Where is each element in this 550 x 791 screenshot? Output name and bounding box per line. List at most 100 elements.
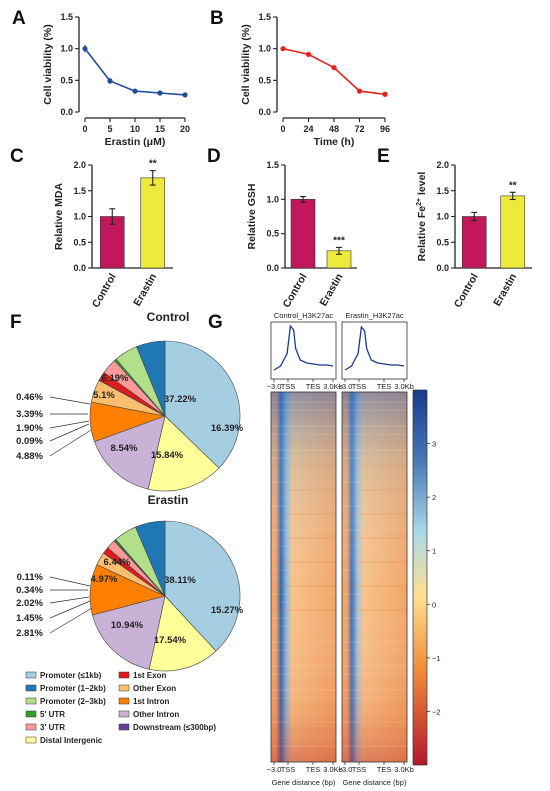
bar bbox=[290, 199, 316, 269]
leader-line bbox=[49, 596, 90, 604]
bar bbox=[99, 216, 125, 269]
leader-line bbox=[49, 423, 90, 442]
panel-b-line-chart: 0.0 0.5 1.0 1.5 0 24 48 72 96 Time (h) Cell viabil… bbox=[240, 12, 390, 148]
series-line bbox=[282, 47, 386, 96]
y-tick-label: 0.5 bbox=[258, 75, 271, 85]
x-tick-label: −3.0 bbox=[338, 382, 353, 391]
legend-label: Other Exon bbox=[133, 684, 176, 693]
legend-swatch bbox=[25, 697, 37, 705]
legend-swatch bbox=[118, 684, 130, 692]
slice-label: 0.11% bbox=[17, 572, 44, 583]
slice-label: 8.54% bbox=[111, 443, 138, 454]
y-tick-label: 0.5 bbox=[436, 237, 449, 247]
legend-swatch bbox=[25, 710, 37, 718]
x-tick-label: TES bbox=[306, 765, 321, 774]
legend-swatch bbox=[25, 671, 37, 679]
pie-slice bbox=[94, 415, 166, 490]
x-tick-label: 5 bbox=[107, 124, 112, 134]
panel-label-f: F bbox=[10, 312, 22, 333]
data-point bbox=[331, 65, 337, 71]
x-tick-label: 20 bbox=[180, 124, 190, 134]
x-tick-label: Control bbox=[90, 271, 119, 309]
legend-swatch bbox=[25, 684, 37, 692]
legend-label: 3' UTR bbox=[40, 723, 65, 732]
y-tick-label: 1.0 bbox=[73, 212, 86, 222]
x-tick-label: 3.0Kb bbox=[394, 765, 414, 774]
x-tick-label: 3.0Kb bbox=[394, 382, 414, 391]
y-tick-label: 1.0 bbox=[258, 44, 271, 54]
leader-line bbox=[49, 607, 93, 634]
y-tick-label: 1.0 bbox=[266, 194, 279, 204]
y-axis-label: Cell viability (%) bbox=[42, 24, 54, 105]
y-tick-label: 2.0 bbox=[73, 160, 86, 170]
slice-label: 15.27% bbox=[211, 605, 244, 616]
y-tick-label: 0.0 bbox=[266, 263, 279, 273]
legend-label: Promoter (2–3kb) bbox=[40, 697, 106, 706]
slice-label: 16.39% bbox=[211, 423, 244, 434]
profile-line bbox=[344, 325, 405, 371]
colorbar-tick-label: 2 bbox=[432, 493, 436, 502]
slice-label: 17.54% bbox=[154, 635, 187, 646]
leader-line bbox=[49, 600, 91, 619]
slice-label: 15.84% bbox=[151, 450, 184, 461]
colorbar-tick-label: 3 bbox=[432, 440, 436, 449]
x-tick-label: 0 bbox=[82, 124, 87, 134]
x-tick-label: Erastin bbox=[317, 272, 345, 309]
x-tick-label: Control bbox=[281, 271, 310, 309]
y-tick-label: 1.0 bbox=[60, 44, 73, 54]
colorbar-tick-label: 0 bbox=[432, 600, 436, 609]
pie-slice bbox=[148, 595, 217, 672]
x-tick-label: −3.0 bbox=[267, 765, 282, 774]
x-tick-label: 96 bbox=[380, 124, 390, 134]
bar bbox=[140, 177, 166, 269]
x-tick-label: 0 bbox=[280, 124, 285, 134]
x-tick-label: TES bbox=[377, 382, 392, 391]
pie-slice bbox=[164, 520, 241, 652]
legend-swatch bbox=[25, 723, 37, 731]
x-axis-label: Time (h) bbox=[314, 136, 355, 148]
x-axis-label: Gene distance (bp) bbox=[272, 778, 336, 787]
panel-label-c: C bbox=[10, 146, 24, 167]
legend-swatch bbox=[118, 697, 130, 705]
y-tick-label: 1.5 bbox=[436, 186, 449, 196]
pie-title: Erastin bbox=[148, 493, 189, 507]
x-tick-label: 10 bbox=[130, 124, 140, 134]
slice-label: 2.81% bbox=[16, 628, 43, 639]
x-tick-label: 24 bbox=[303, 124, 313, 134]
pie-slice bbox=[164, 340, 241, 469]
x-tick-label: −3.0 bbox=[267, 382, 282, 391]
x-tick-label: TSS bbox=[352, 382, 367, 391]
heatmap-frame bbox=[341, 391, 408, 763]
series-line bbox=[84, 48, 186, 96]
y-axis-label: Relative GSH bbox=[246, 184, 258, 250]
slice-label: 1.90% bbox=[16, 423, 43, 434]
x-tick-label: TSS bbox=[281, 382, 296, 391]
slice-label: 1.45% bbox=[16, 613, 43, 624]
y-axis-label: Cell viability (%) bbox=[240, 24, 252, 105]
x-tick-label: −3.0 bbox=[338, 765, 353, 774]
slice-label: 4.88% bbox=[16, 451, 43, 462]
bar bbox=[461, 216, 487, 269]
legend-label: Promoter (≤1kb) bbox=[40, 671, 102, 680]
legend-label: 1st Intron bbox=[133, 697, 170, 706]
legend-swatch bbox=[118, 671, 130, 679]
pie-slice bbox=[147, 415, 220, 492]
panel-a-line-chart: 0.0 0.5 1.0 1.5 0 5 10 15 20 Erastin (μM) Cell via… bbox=[42, 12, 190, 148]
x-tick-label: 48 bbox=[329, 124, 339, 134]
y-tick-label: 1.0 bbox=[436, 212, 449, 222]
x-tick-label: TSS bbox=[281, 765, 296, 774]
legend-label: 1st Exon bbox=[133, 671, 166, 680]
x-tick-label: Control bbox=[452, 271, 481, 309]
legend-label: Other Intron bbox=[133, 710, 179, 719]
data-point bbox=[382, 91, 388, 97]
significance-marker: *** bbox=[333, 235, 345, 246]
panel-c-bar-chart: 0.0 0.5 1.0 1.5 2.0 Control ** Erastin Relative … bbox=[53, 159, 173, 310]
y-tick-label: 1.5 bbox=[266, 160, 279, 170]
slice-label: 37.22% bbox=[164, 394, 197, 405]
panel-label-g: G bbox=[208, 312, 223, 333]
y-tick-label: 0.0 bbox=[60, 107, 73, 117]
profile-title: Control_H3K27ac bbox=[274, 311, 333, 320]
x-tick-label: 15 bbox=[155, 124, 165, 134]
data-point bbox=[356, 88, 363, 94]
y-tick-label: 0.0 bbox=[258, 107, 271, 117]
